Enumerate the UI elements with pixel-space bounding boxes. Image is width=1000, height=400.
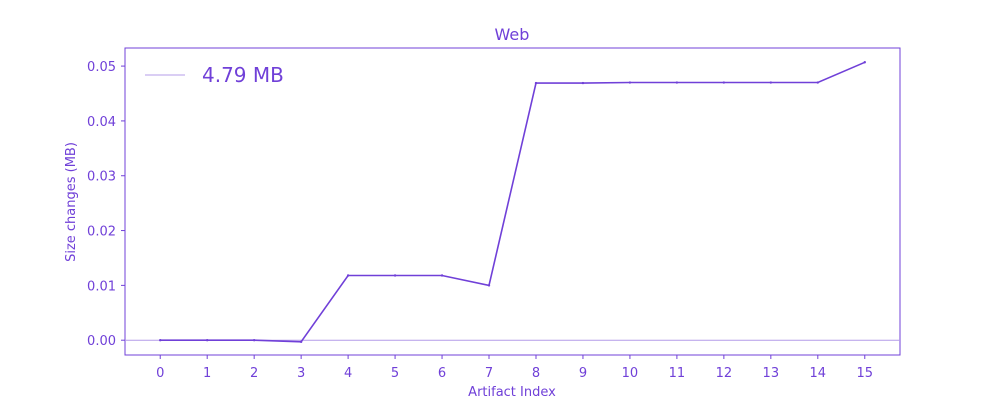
data-point (534, 81, 538, 85)
data-point (863, 61, 866, 64)
data-point (159, 338, 162, 342)
x-tick-label: 12 (716, 366, 733, 381)
data-point (440, 274, 444, 277)
x-tick-label: 3 (297, 366, 305, 381)
series-line (160, 61, 866, 343)
x-tick-label: 8 (532, 366, 540, 381)
data-point (346, 274, 350, 277)
x-tick-label: 9 (579, 366, 587, 381)
x-tick-label: 4 (344, 366, 352, 381)
data-point (205, 338, 209, 342)
plot-frame (124, 47, 901, 356)
x-tick-label: 15 (856, 366, 873, 381)
y-tick-label: 0.00 (87, 334, 116, 349)
x-tick-label: 5 (391, 366, 399, 381)
y-tick-label: 0.01 (87, 279, 116, 294)
data-point (252, 338, 256, 342)
x-tick-label: 7 (485, 366, 493, 381)
data-point (487, 284, 491, 287)
x-tick-label: 13 (763, 366, 780, 381)
x-tick-label: 10 (622, 366, 639, 381)
data-point (299, 340, 303, 344)
data-point (393, 274, 397, 277)
chart-title: Web (495, 25, 530, 44)
y-tick-label: 0.04 (87, 115, 116, 130)
y-axis-ticks: 0.00 0.01 0.02 0.03 0.04 0.05 (87, 60, 125, 349)
x-tick-label: 11 (669, 366, 686, 381)
legend-label: 4.79 MB (202, 63, 284, 87)
x-tick-label: 1 (203, 366, 211, 381)
data-point (769, 81, 773, 84)
x-axis-ticks: 0 1 2 3 4 5 6 7 8 9 10 11 12 13 14 15 (156, 355, 873, 381)
data-point (581, 81, 585, 85)
legend: 4.79 MB (145, 63, 284, 87)
y-tick-label: 0.03 (87, 170, 116, 185)
x-tick-label: 2 (250, 366, 258, 381)
x-tick-label: 0 (156, 366, 164, 381)
x-tick-label: 6 (438, 366, 446, 381)
x-tick-label: 14 (810, 366, 827, 381)
data-point (816, 81, 820, 84)
series-points (159, 61, 866, 344)
x-axis-label: Artifact Index (468, 385, 556, 400)
y-tick-label: 0.02 (87, 225, 116, 240)
data-point (628, 81, 632, 84)
y-axis-label: Size changes (MB) (64, 142, 79, 262)
data-point (675, 81, 679, 84)
data-point (722, 81, 726, 84)
y-tick-label: 0.05 (87, 60, 116, 75)
